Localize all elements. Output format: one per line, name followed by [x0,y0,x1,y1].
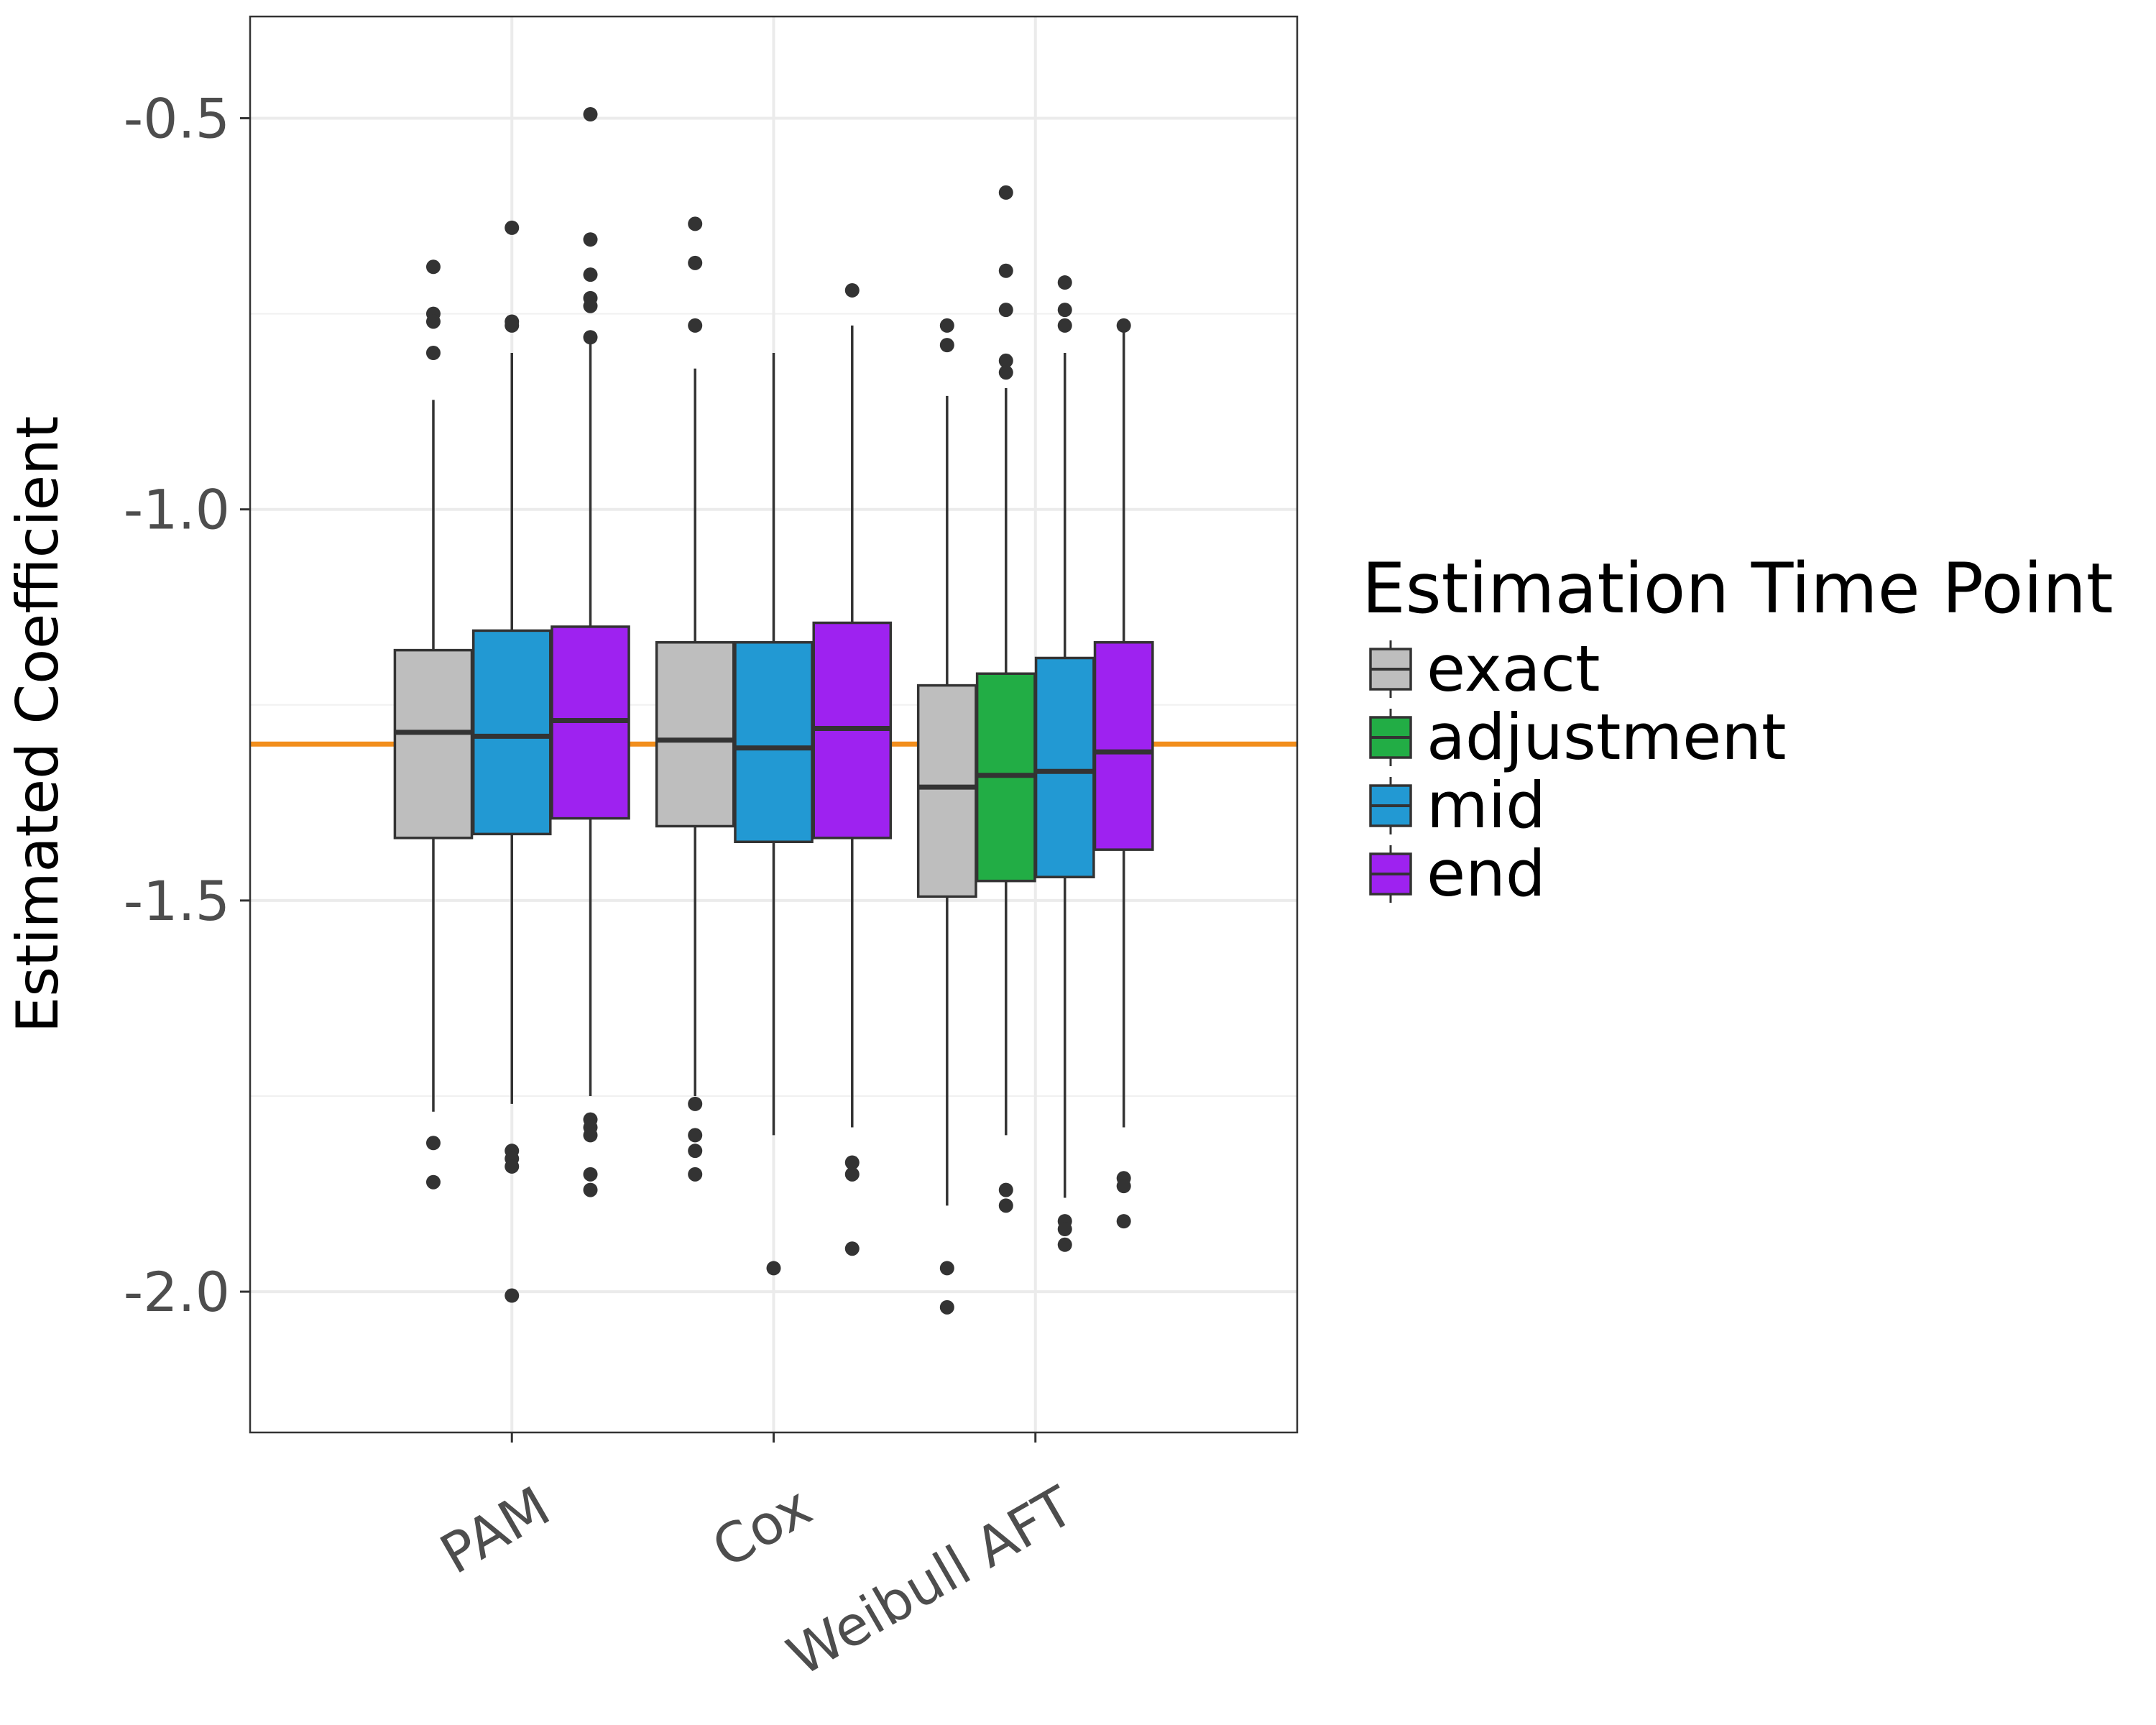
outlier-point [766,1261,781,1276]
outlier-point [844,1241,860,1256]
outlier-point [998,263,1013,278]
outlier-point [688,318,703,333]
y-tick-label: -1.0 [124,478,230,542]
outlier-point [998,303,1013,318]
box-group-cox [655,216,893,1276]
outlier-point [688,1167,703,1182]
legend-item-end: end [1369,837,1546,911]
box-exact [916,318,977,1315]
outlier-point [583,330,598,345]
y-axis: -2.0 -1.5 -1.0 -0.5 [124,86,250,1324]
y-axis-title: Estimated Coefficient [4,416,71,1033]
outlier-point [998,185,1013,200]
outlier-point [583,1128,598,1143]
legend-item-adjustment: adjustment [1369,700,1787,774]
box-body [471,629,552,836]
box-body [734,640,814,844]
outlier-point [998,1182,1013,1197]
legend-item-mid: mid [1369,768,1546,842]
outlier-point [1116,1179,1131,1194]
box-end [812,282,893,1256]
outlier-point [505,1288,520,1303]
legend-label: adjustment [1427,700,1787,774]
outlier-point [844,1155,860,1170]
outlier-point [939,318,954,333]
legend-label: mid [1427,768,1546,842]
outlier-point [425,1136,441,1151]
box-group-pam [393,107,630,1303]
x-tick-label: Cox [701,1474,822,1581]
outlier-point [583,1182,598,1197]
box-group-weibull-aft [916,185,1154,1315]
y-tick-label: -0.5 [124,86,230,150]
outlier-point [505,318,520,333]
legend-label: exact [1427,632,1600,706]
outlier-point [844,282,860,298]
outlier-point [998,353,1013,368]
box-body [916,684,977,898]
outlier-point [688,255,703,270]
outlier-point [688,1096,703,1111]
outlier-point [1116,1214,1131,1229]
outlier-point [939,1300,954,1315]
outlier-point [425,346,441,361]
outlier-point [583,298,598,313]
box-body [393,648,474,840]
x-tick-label: Weibull AFT [777,1473,1084,1688]
x-tick-label: PAM [430,1474,561,1586]
outlier-point [688,1128,703,1143]
box-layer [393,107,1154,1315]
box-body [1093,640,1154,851]
outlier-point [425,314,441,329]
y-tick-label: -1.5 [124,869,230,933]
box-exact [655,216,735,1182]
box-body [655,640,735,828]
box-mid [1034,275,1095,1252]
legend-title: Estimation Time Point [1362,548,2114,629]
outlier-point [505,1159,520,1174]
legend-label: end [1427,837,1546,911]
outlier-point [583,1167,598,1182]
outlier-point [939,1261,954,1276]
outlier-point [505,220,520,235]
outlier-point [688,1144,703,1159]
legend-item-exact: exact [1369,632,1600,706]
outlier-point [998,1198,1013,1213]
outlier-point [998,365,1013,380]
box-end [1093,318,1154,1229]
box-exact [393,259,474,1190]
outlier-point [425,259,441,275]
box-mid [734,353,814,1276]
box-body [1034,656,1095,878]
outlier-point [425,1174,441,1190]
outlier-point [688,216,703,231]
outlier-point [583,107,598,122]
outlier-point [1057,1237,1072,1252]
outlier-point [939,338,954,353]
box-adjustment [975,185,1036,1213]
y-tick-label: -2.0 [124,1260,230,1324]
outlier-point [844,1167,860,1182]
outlier-point [1116,318,1131,333]
box-end [550,107,630,1197]
box-mid [471,220,552,1303]
outlier-point [1057,275,1072,290]
outlier-point [1057,1222,1072,1237]
outlier-point [1057,318,1072,333]
outlier-point [583,232,598,247]
outlier-point [1057,303,1072,318]
legend: Estimation Time Point exactadjustmentmid… [1362,548,2114,911]
outlier-point [583,267,598,282]
